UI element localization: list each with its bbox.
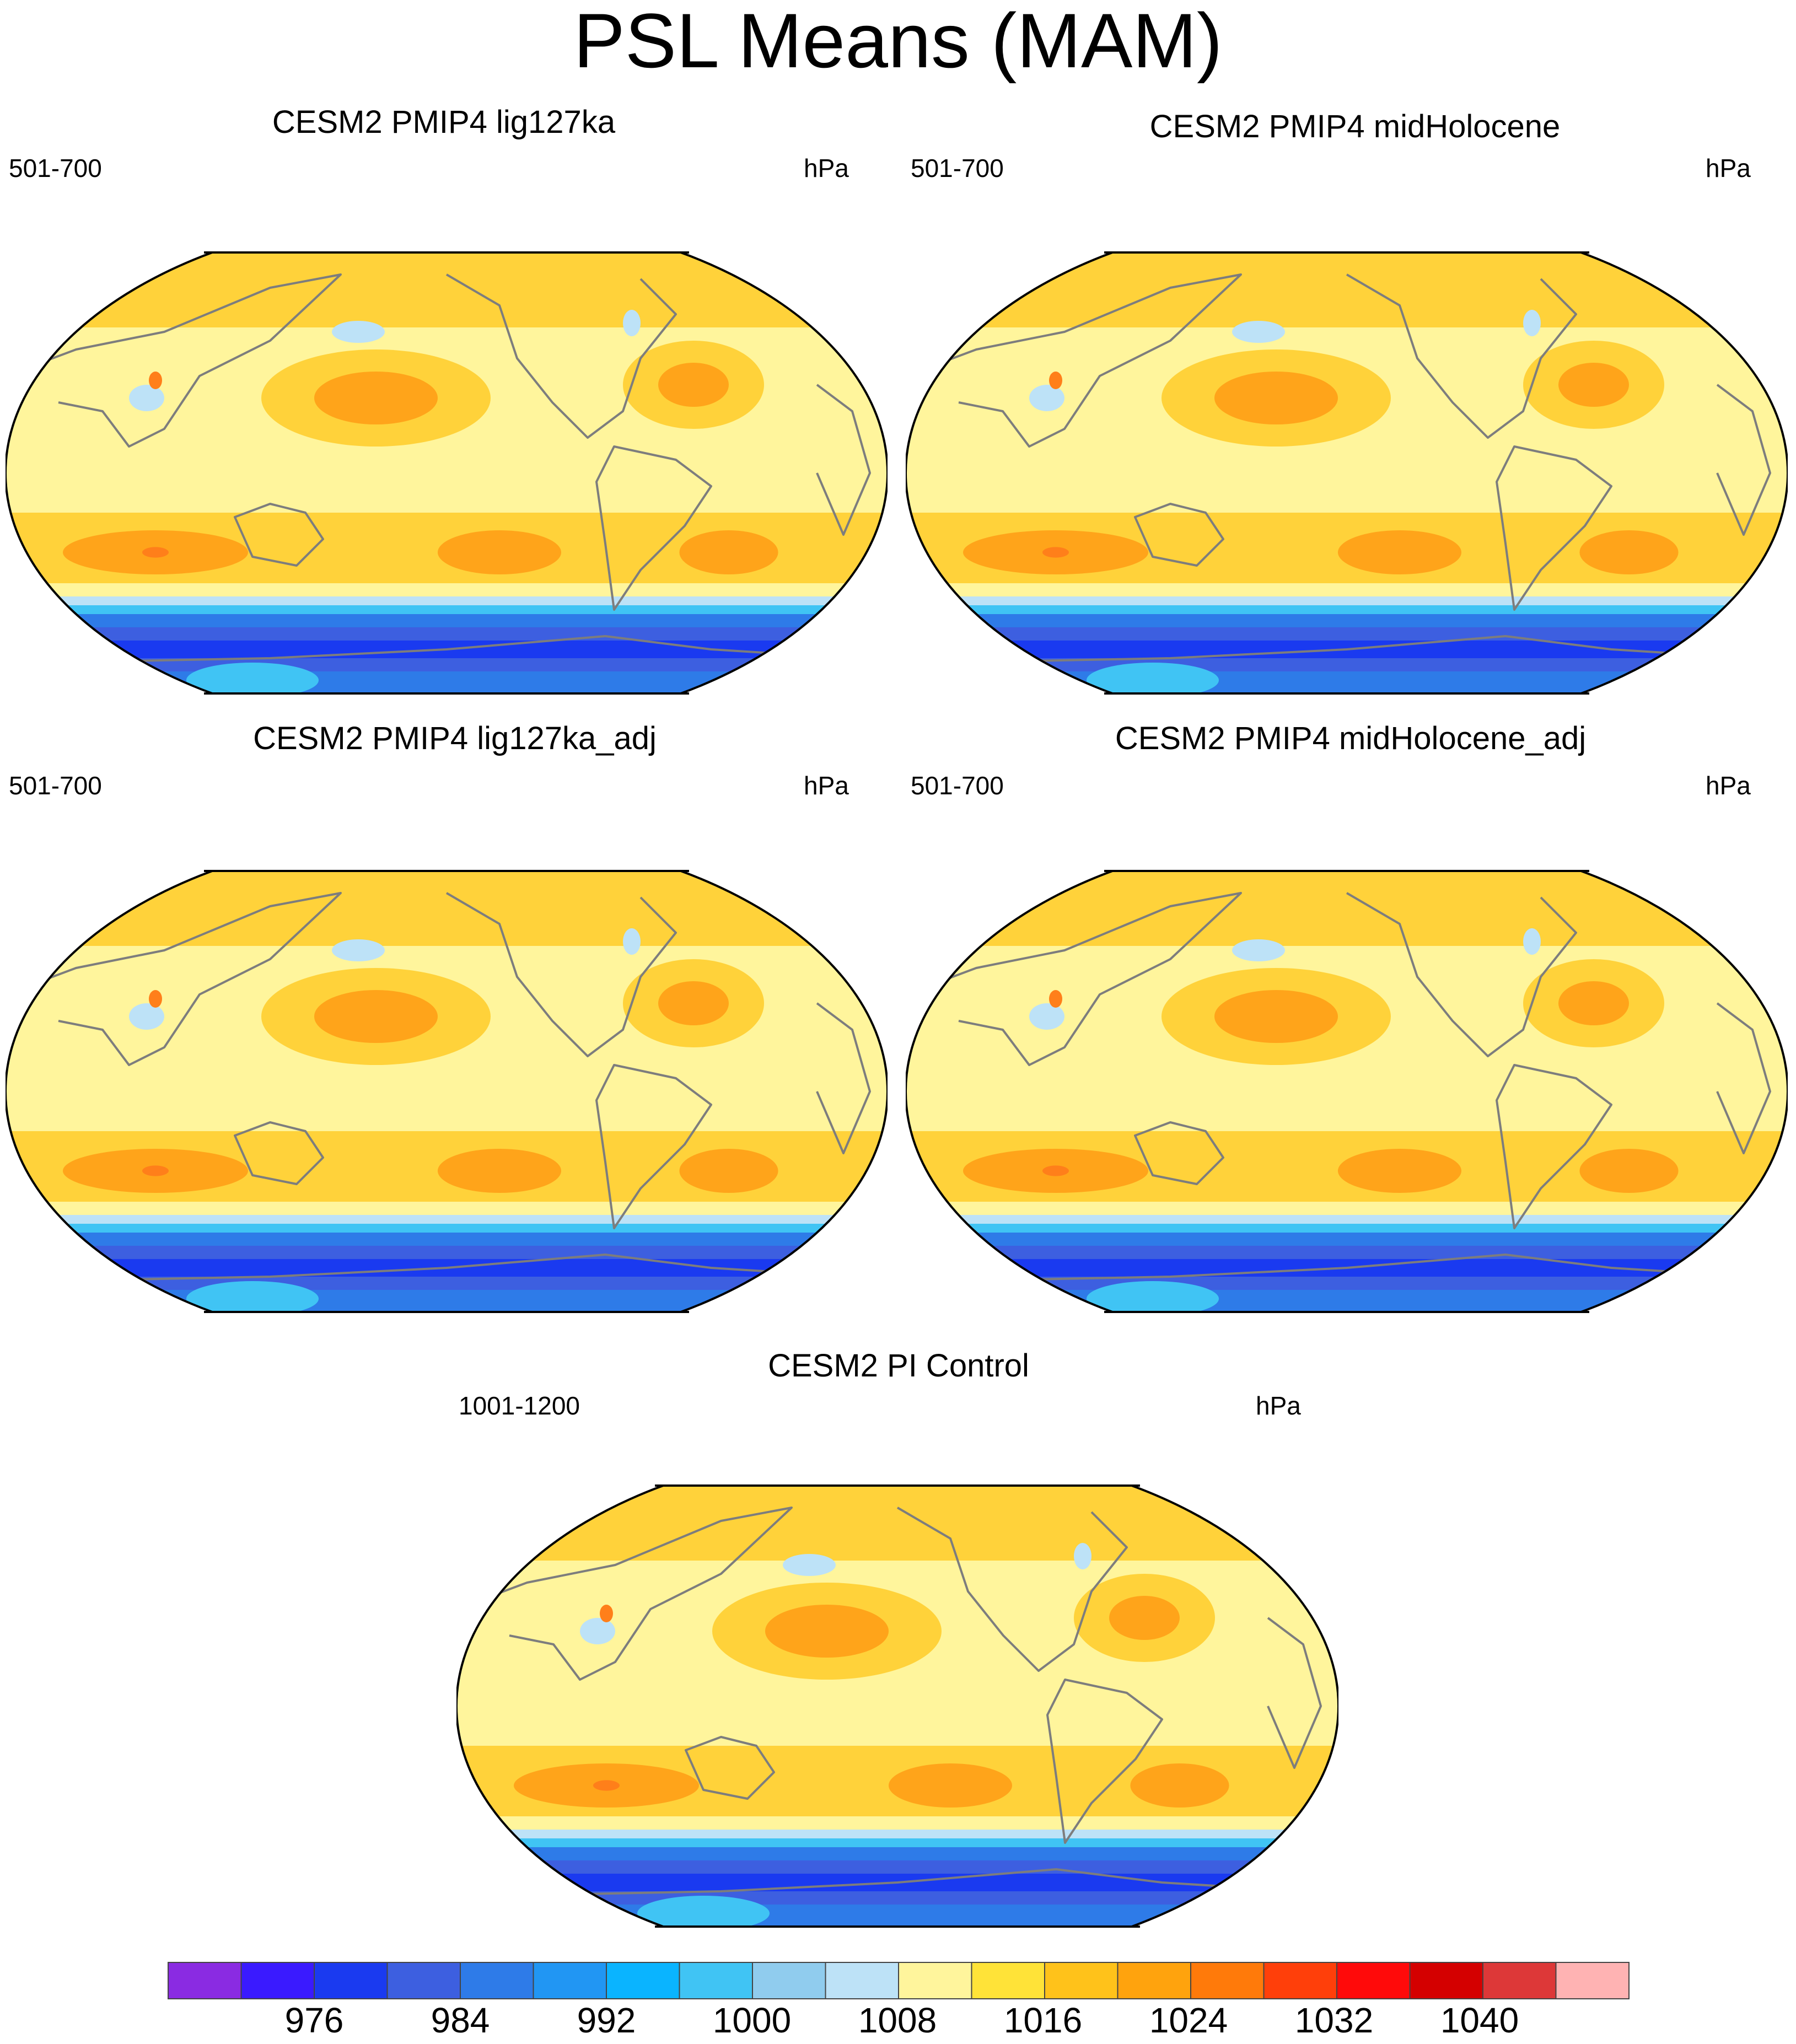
map-midholocene-adj — [906, 871, 1788, 1312]
panel-title-midholocene: CESM2 PMIP4 midHolocene — [1149, 109, 1561, 144]
years-label-pi-control: 1001-1200 — [459, 1391, 580, 1420]
colorbar-swatch — [1336, 1962, 1411, 1999]
years-label-midholocene: 501-700 — [911, 154, 1004, 182]
units-label-lig127ka: hPa — [804, 154, 849, 182]
map-midholocene — [906, 252, 1788, 693]
colorbar-label-1008: 1008 — [858, 2000, 937, 2040]
map-lig127ka — [6, 252, 888, 693]
years-label-lig127ka: 501-700 — [9, 154, 102, 182]
colorbar-swatch — [825, 1962, 899, 1999]
colorbar-label-1032: 1032 — [1294, 2000, 1374, 2040]
colorbar-label-992: 992 — [577, 2000, 636, 2040]
colorbar-swatch — [898, 1962, 972, 1999]
panel-title-lig127ka-adj: CESM2 PMIP4 lig127ka_adj — [253, 720, 657, 756]
units-label-midholocene-adj: hPa — [1706, 771, 1751, 800]
panel-title-midholocene-adj: CESM2 PMIP4 midHolocene_adj — [1115, 720, 1587, 756]
colorbar-swatch — [460, 1962, 534, 1999]
colorbar-label-1016: 1016 — [1003, 2000, 1083, 2040]
map-pi-control — [456, 1486, 1338, 1927]
colorbar-swatch — [752, 1962, 826, 1999]
units-label-midholocene: hPa — [1706, 154, 1751, 182]
panel-title-pi-control: CESM2 PI Control — [768, 1348, 1029, 1384]
colorbar-swatch — [314, 1962, 388, 1999]
colorbar-label-976: 976 — [284, 2000, 344, 2040]
panel-title-lig127ka: CESM2 PMIP4 lig127ka — [272, 104, 616, 140]
colorbar-label-1000: 1000 — [712, 2000, 792, 2040]
colorbar-swatch — [1409, 1962, 1483, 1999]
colorbar-swatch — [679, 1962, 753, 1999]
years-label-midholocene-adj: 501-700 — [911, 771, 1004, 800]
colorbar-swatch — [240, 1962, 315, 1999]
colorbar-label-984: 984 — [431, 2000, 490, 2040]
colorbar-swatch — [1044, 1962, 1119, 1999]
colorbar-swatch — [971, 1962, 1045, 1999]
colorbar-label-1024: 1024 — [1149, 2000, 1228, 2040]
colorbar-label-1040: 1040 — [1440, 2000, 1519, 2040]
units-label-lig127ka-adj: hPa — [804, 771, 849, 800]
colorbar-swatch — [1117, 1962, 1191, 1999]
years-label-lig127ka-adj: 501-700 — [9, 771, 102, 800]
colorbar-swatch — [1555, 1962, 1630, 1999]
colorbar-swatch — [168, 1962, 242, 1999]
map-lig127ka-adj — [6, 871, 888, 1312]
colorbar-swatch — [1263, 1962, 1337, 1999]
colorbar-swatch — [1190, 1962, 1265, 1999]
colorbar-swatch — [386, 1962, 461, 1999]
figure-title: PSL Means (MAM) — [573, 0, 1223, 84]
colorbar-swatch — [606, 1962, 680, 1999]
colorbar-swatch — [533, 1962, 607, 1999]
colorbar-swatch — [1482, 1962, 1557, 1999]
units-label-pi-control: hPa — [1256, 1391, 1301, 1420]
